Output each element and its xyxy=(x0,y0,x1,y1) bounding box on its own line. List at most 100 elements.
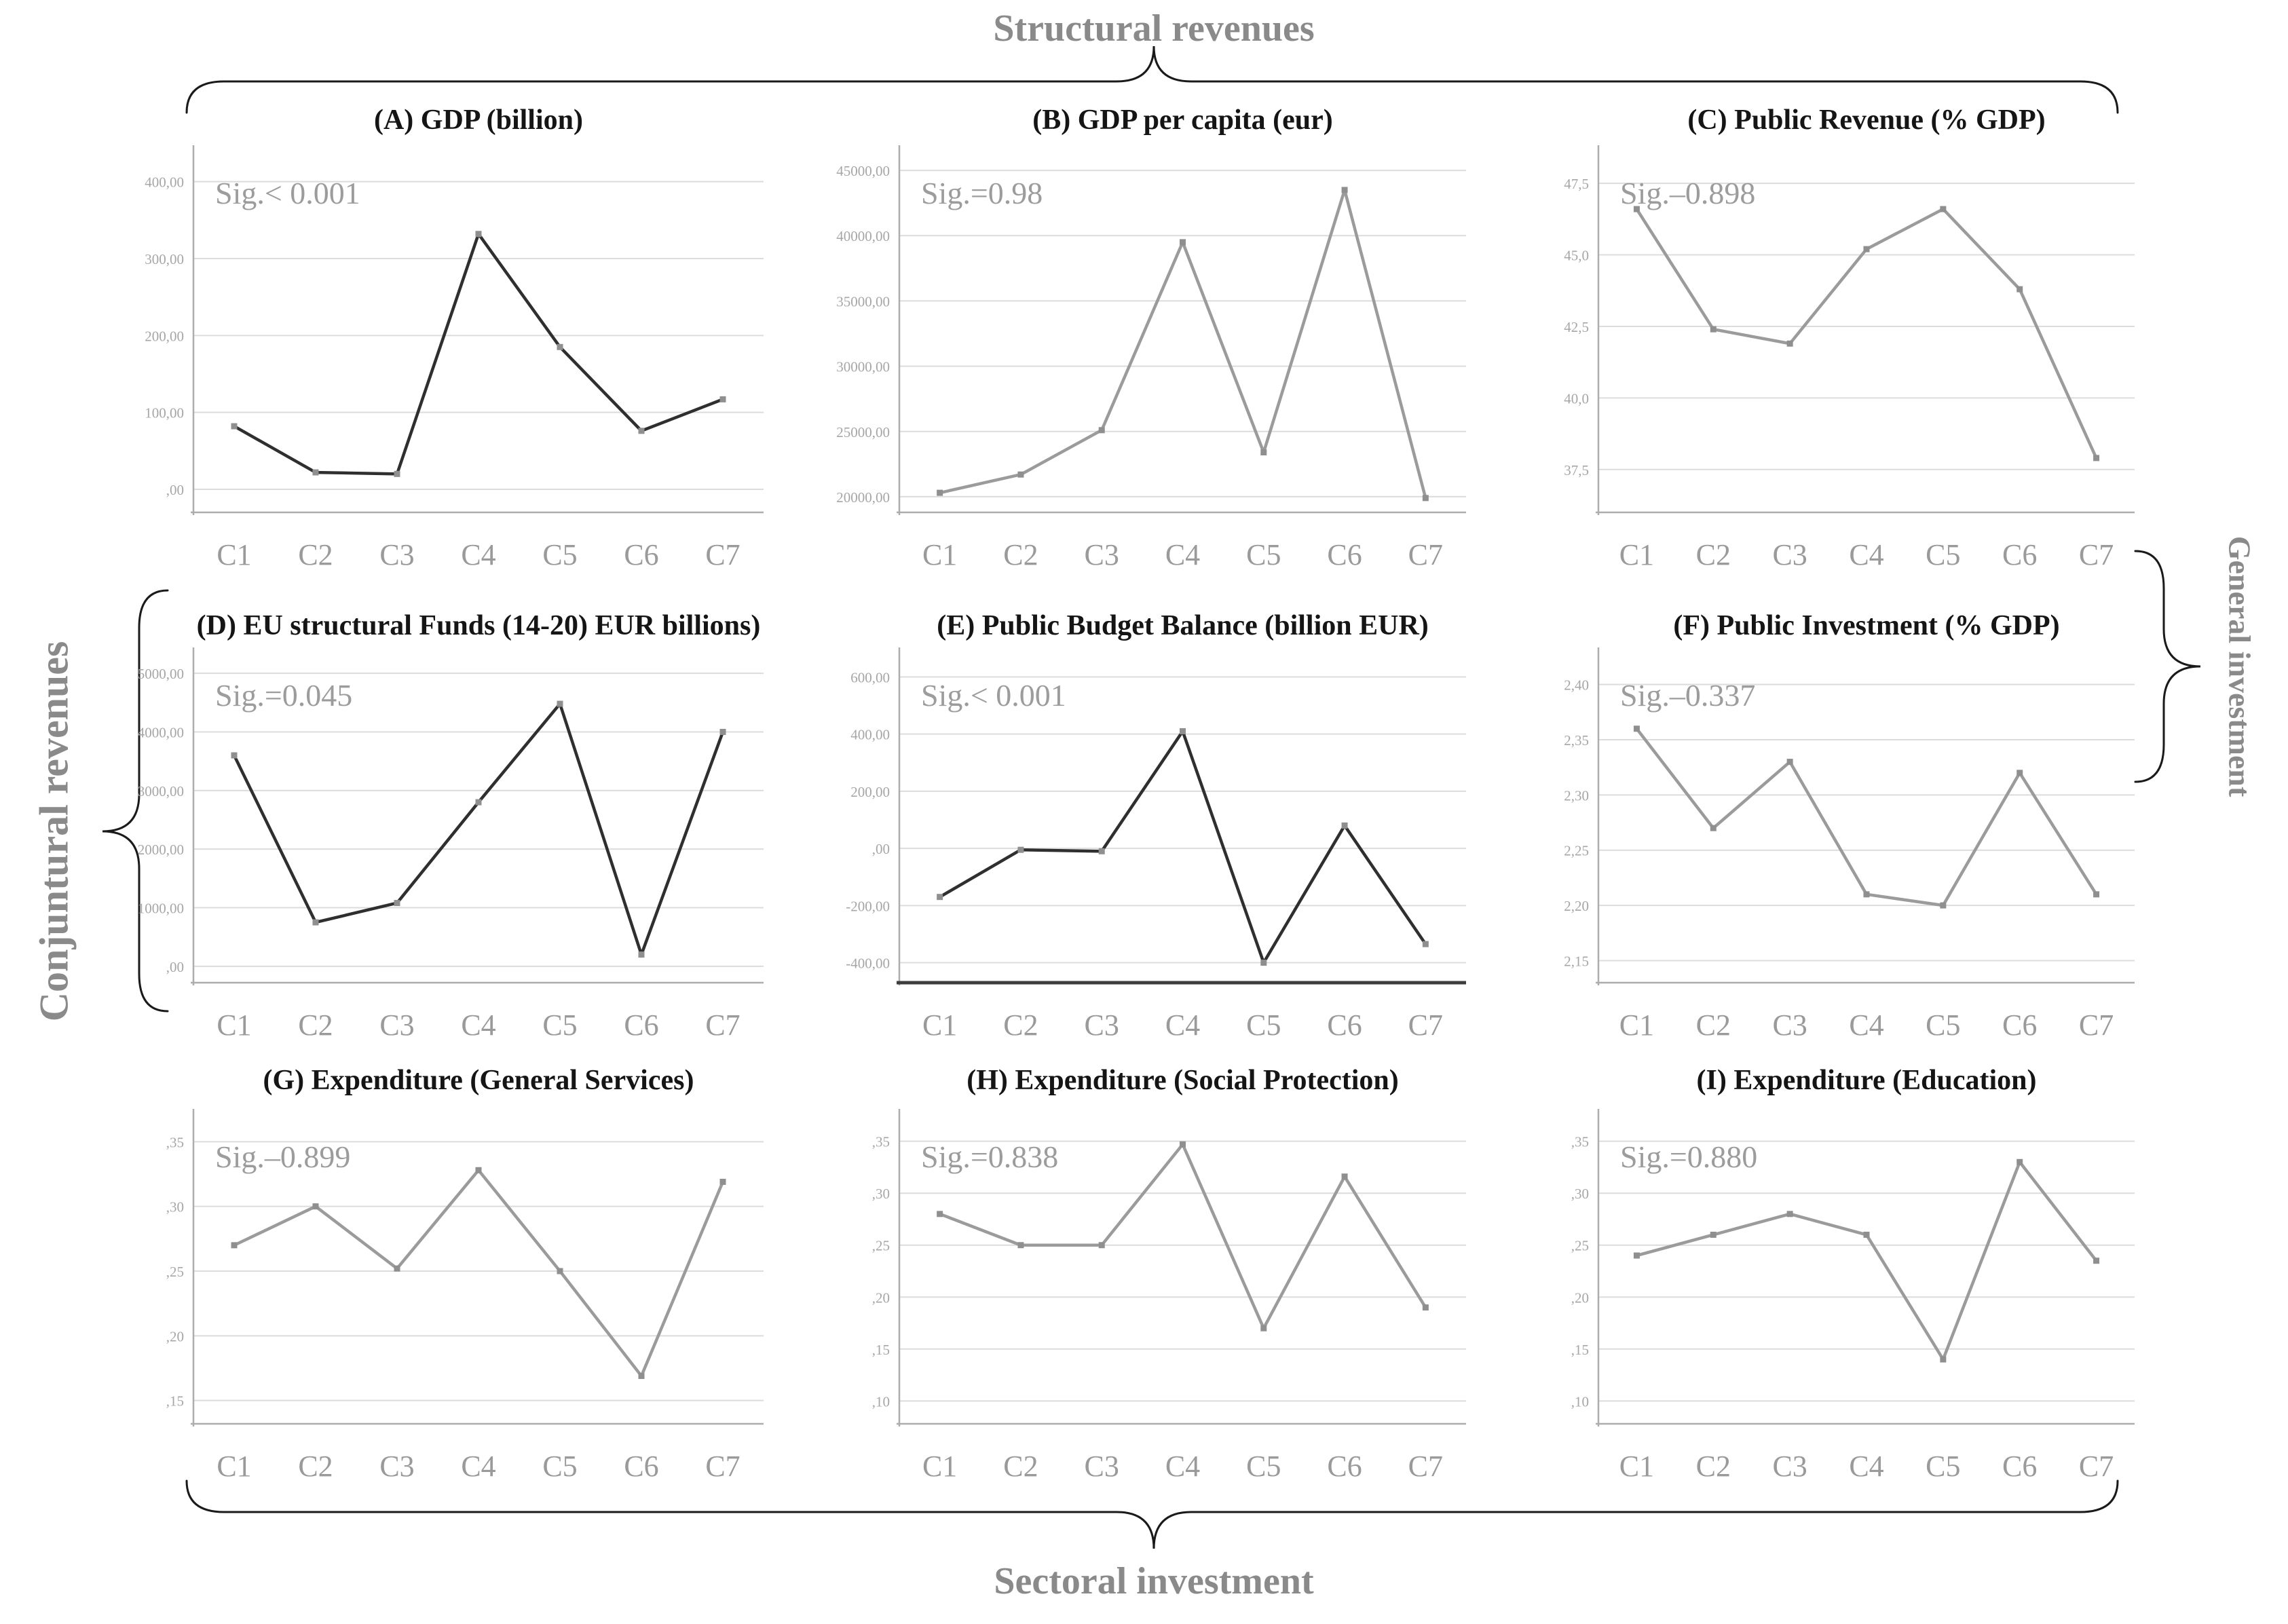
data-line xyxy=(938,730,1427,964)
data-point-marker xyxy=(312,919,319,926)
y-tick-label: ,00 xyxy=(166,482,184,498)
x-tick-label: C7 xyxy=(705,1008,740,1042)
data-point-marker xyxy=(1863,1231,1870,1238)
y-tick-label: 2,30 xyxy=(1564,787,1589,804)
sig-annotation: Sig.=0.98 xyxy=(921,176,1043,210)
y-tick-label: 2,40 xyxy=(1564,677,1589,694)
chart-title: (B) GDP per capita (eur) xyxy=(1032,105,1332,136)
x-tick-label: C3 xyxy=(1772,538,1807,571)
x-tick-label: C5 xyxy=(542,1450,577,1483)
chart-title: (I) Expenditure (Education) xyxy=(1697,1065,2037,1096)
x-tick-label: C6 xyxy=(624,538,658,571)
chart-G: ,35 ,30 ,25 ,20 ,15 (G) Expenditure (General … xyxy=(166,1065,764,1483)
y-tick-label: 3000,00 xyxy=(138,783,184,799)
y-tick-label: ,20 xyxy=(1571,1289,1589,1306)
x-tick-label: C6 xyxy=(2002,1450,2037,1483)
data-point-marker xyxy=(1786,340,1793,347)
data-line xyxy=(232,702,725,956)
data-point-marker xyxy=(2017,770,2023,776)
x-tick-label: C3 xyxy=(379,1450,414,1483)
data-point-marker xyxy=(1017,471,1024,478)
x-tick-label: C2 xyxy=(1003,538,1038,571)
data-point-marker xyxy=(1940,206,1947,212)
x-tick-label: C4 xyxy=(1849,1450,1883,1483)
chart-E: 600,00 400,00 200,00 ,00 -200,00 -400,00 (E) P… xyxy=(846,610,1466,1042)
x-tick-label: C4 xyxy=(461,1450,495,1483)
y-tick-label: 2,20 xyxy=(1564,898,1589,914)
data-point-marker xyxy=(475,799,482,806)
data-point-marker xyxy=(1940,1356,1947,1363)
x-tick-label: C4 xyxy=(461,1008,495,1042)
data-point-marker xyxy=(2093,891,2100,898)
data-point-marker xyxy=(719,729,726,736)
data-point-marker xyxy=(1786,1211,1793,1217)
left-brace xyxy=(102,589,169,1013)
data-point-marker xyxy=(937,1211,943,1217)
data-point-marker xyxy=(1098,1242,1105,1249)
x-tick-label: C7 xyxy=(2079,1008,2114,1042)
x-tick-label: C2 xyxy=(1696,538,1731,571)
bottom-brace xyxy=(185,1479,2119,1549)
x-tick-label: C3 xyxy=(1772,1450,1807,1483)
y-tick-label: -400,00 xyxy=(846,956,890,972)
chart-I: ,35 ,30 ,25 ,20 ,15 ,10 (I) Expenditure (Educa… xyxy=(1571,1065,2135,1483)
data-point-marker xyxy=(1633,725,1640,732)
x-tick-label: C7 xyxy=(2079,538,2114,571)
data-point-marker xyxy=(557,1268,563,1274)
data-point-marker xyxy=(2017,1158,2023,1165)
x-tick-label: C3 xyxy=(1085,1450,1119,1483)
x-tick-label: C5 xyxy=(542,1008,577,1042)
sig-annotation: Sig.< 0.001 xyxy=(921,678,1066,713)
data-point-marker xyxy=(2093,1258,2100,1264)
data-point-marker xyxy=(1260,449,1267,456)
data-point-marker xyxy=(1341,822,1348,829)
data-point-marker xyxy=(1710,326,1717,333)
x-tick-label: C1 xyxy=(217,1008,251,1042)
data-point-marker xyxy=(1786,759,1793,766)
x-tick-label: C5 xyxy=(1246,1450,1281,1483)
x-tick-label: C6 xyxy=(2002,538,2037,571)
data-point-marker xyxy=(475,1167,482,1173)
chart-title: (H) Expenditure (Social Protection) xyxy=(967,1065,1399,1096)
x-tick-label: C2 xyxy=(1696,1008,1731,1042)
x-tick-label: C1 xyxy=(922,538,957,571)
y-tick-label: 42,5 xyxy=(1564,319,1589,335)
top-group-label: Structural revenues xyxy=(993,7,1315,50)
y-tick-label: 37,5 xyxy=(1564,462,1589,478)
chart-D: 5000,00 4000,00 3000,00 2000,00 1000,00 ,00 (D… xyxy=(138,610,764,1042)
sig-annotation: Sig.< 0.001 xyxy=(215,176,360,210)
data-line xyxy=(232,1169,725,1378)
x-tick-label: C4 xyxy=(461,538,495,571)
data-point-marker xyxy=(719,396,726,402)
y-tick-label: 2,35 xyxy=(1564,732,1589,749)
data-point-marker xyxy=(1422,1304,1429,1311)
y-tick-label: ,25 xyxy=(872,1238,890,1254)
data-point-marker xyxy=(1180,239,1186,246)
y-tick-label: ,15 xyxy=(872,1342,890,1358)
data-point-marker xyxy=(638,428,645,434)
x-tick-label: C2 xyxy=(298,1450,333,1483)
data-point-marker xyxy=(231,423,238,430)
x-tick-label: C5 xyxy=(542,538,577,571)
chart-F: 2,40 2,35 2,30 2,25 2,20 2,15 (F) Public Inves… xyxy=(1564,610,2135,1042)
data-line xyxy=(1635,1160,2098,1361)
x-tick-label: C6 xyxy=(2002,1008,2037,1042)
y-tick-label: 40000,00 xyxy=(836,228,890,244)
data-point-marker xyxy=(1863,246,1870,252)
sig-annotation: Sig.=0.838 xyxy=(921,1139,1058,1174)
y-tick-label: 30000,00 xyxy=(836,359,890,375)
left-group-label: Conjuntural revenues xyxy=(31,641,77,1022)
x-tick-label: C3 xyxy=(1085,1008,1119,1042)
data-point-marker xyxy=(1260,1325,1267,1332)
chart-B: 45000,00 40000,00 35000,00 30000,00 25000,00… xyxy=(836,105,1466,571)
data-point-marker xyxy=(1633,206,1640,212)
y-tick-label: ,00 xyxy=(166,959,184,975)
y-tick-label: ,25 xyxy=(166,1264,184,1280)
data-point-marker xyxy=(1260,960,1267,966)
sig-annotation: Sig.–0.899 xyxy=(215,1139,350,1174)
chart-title: (G) Expenditure (General Services) xyxy=(263,1065,694,1096)
chart-title: (A) GDP (billion) xyxy=(374,105,583,136)
y-tick-label: 2,25 xyxy=(1564,843,1589,859)
data-point-marker xyxy=(1180,1141,1186,1148)
y-tick-label: ,30 xyxy=(166,1199,184,1215)
